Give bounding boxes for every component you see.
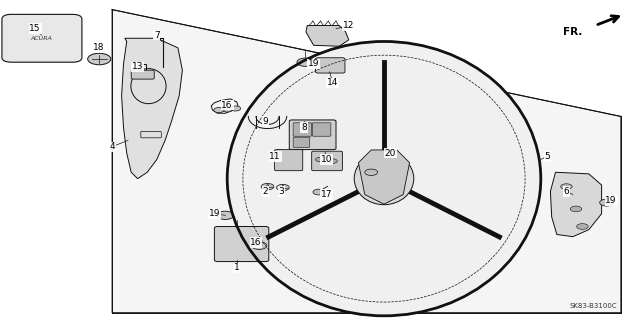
Text: 13: 13: [132, 63, 143, 71]
FancyBboxPatch shape: [293, 137, 310, 147]
Circle shape: [600, 199, 614, 206]
FancyBboxPatch shape: [316, 58, 345, 73]
Polygon shape: [112, 10, 621, 313]
Polygon shape: [122, 38, 182, 179]
FancyBboxPatch shape: [275, 150, 303, 171]
Text: 11: 11: [269, 152, 281, 161]
FancyBboxPatch shape: [312, 151, 342, 171]
Circle shape: [313, 189, 324, 195]
Circle shape: [570, 206, 582, 212]
FancyBboxPatch shape: [289, 120, 336, 150]
Polygon shape: [550, 172, 602, 237]
Circle shape: [214, 108, 224, 113]
Text: 20: 20: [385, 149, 396, 158]
Text: 18: 18: [93, 43, 105, 52]
Text: 12: 12: [343, 21, 355, 30]
Text: 6: 6: [564, 187, 569, 196]
Circle shape: [261, 183, 274, 190]
Circle shape: [88, 53, 111, 65]
Text: 3: 3: [279, 187, 284, 196]
Circle shape: [222, 107, 232, 112]
Text: 15: 15: [29, 24, 41, 33]
FancyBboxPatch shape: [2, 14, 82, 62]
Text: 7: 7: [154, 31, 159, 40]
FancyBboxPatch shape: [293, 123, 312, 136]
Ellipse shape: [354, 152, 414, 205]
Text: 5: 5: [545, 152, 550, 161]
Text: 14: 14: [327, 78, 339, 87]
Ellipse shape: [227, 41, 541, 316]
Circle shape: [217, 211, 234, 219]
Text: 19: 19: [308, 59, 319, 68]
Text: 19: 19: [209, 209, 220, 218]
Circle shape: [230, 106, 241, 111]
Text: 16: 16: [221, 101, 233, 110]
FancyBboxPatch shape: [131, 70, 154, 79]
Text: 16: 16: [250, 238, 262, 247]
Text: 4: 4: [109, 142, 115, 151]
Text: 2: 2: [263, 187, 268, 196]
Circle shape: [297, 58, 314, 66]
Text: 8: 8: [301, 123, 307, 132]
FancyBboxPatch shape: [214, 226, 269, 262]
Text: SK83-B3100C: SK83-B3100C: [570, 303, 618, 309]
Circle shape: [316, 157, 324, 162]
Text: 10: 10: [321, 155, 332, 164]
Text: 17: 17: [321, 190, 332, 199]
Text: 1: 1: [234, 263, 239, 272]
Circle shape: [276, 184, 289, 191]
FancyBboxPatch shape: [312, 123, 331, 136]
Text: 19: 19: [605, 197, 617, 205]
Circle shape: [561, 184, 572, 189]
Text: 9: 9: [263, 117, 268, 126]
Circle shape: [577, 224, 588, 229]
Text: FR.: FR.: [563, 27, 582, 37]
Polygon shape: [306, 26, 349, 46]
Circle shape: [365, 169, 378, 175]
Polygon shape: [358, 150, 410, 204]
Text: ACURA: ACURA: [31, 36, 52, 41]
Circle shape: [252, 242, 267, 249]
Circle shape: [328, 159, 337, 163]
